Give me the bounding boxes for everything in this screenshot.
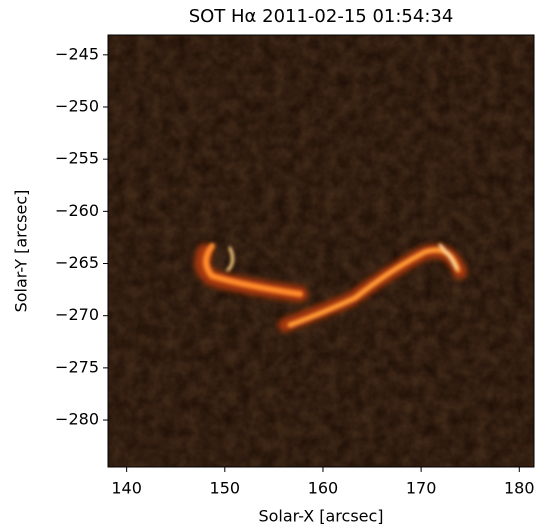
chart: SOT Hα 2011-02-15 01:54:34 Solar-X [arcs… <box>0 0 549 531</box>
x-tick-label: 170 <box>406 479 437 498</box>
y-tick-label: −260 <box>55 201 99 220</box>
solar-image <box>108 35 534 467</box>
y-tick-label: −280 <box>55 410 99 429</box>
y-tick-label: −265 <box>55 253 99 272</box>
x-tick-label: 180 <box>504 479 535 498</box>
y-tick-label: −255 <box>55 149 99 168</box>
x-axis-label: Solar-X [arcsec] <box>258 507 383 526</box>
y-tick-label: −250 <box>55 97 99 116</box>
y-axis-label: Solar-Y [arcsec] <box>12 190 31 313</box>
x-tick-label: 140 <box>111 479 142 498</box>
y-tick-label: −245 <box>55 44 99 63</box>
y-tick-label: −275 <box>55 357 99 376</box>
x-tick-label: 160 <box>308 479 339 498</box>
y-tick-label: −270 <box>55 305 99 324</box>
x-tick-label: 150 <box>210 479 241 498</box>
chart-title: SOT Hα 2011-02-15 01:54:34 <box>189 6 454 27</box>
